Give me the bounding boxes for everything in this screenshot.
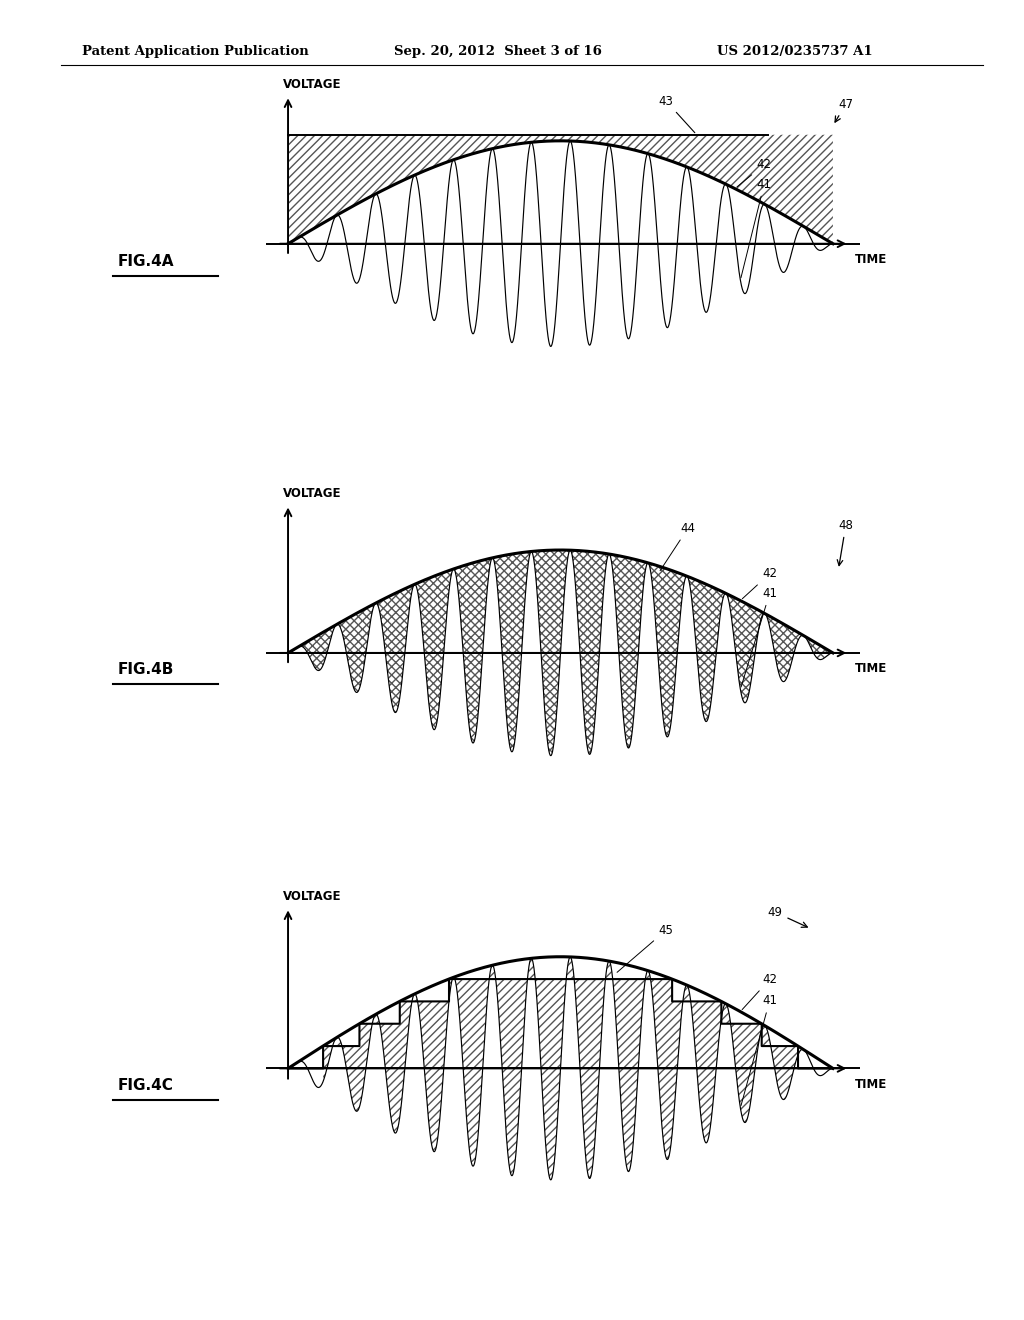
Text: 48: 48 — [838, 519, 853, 565]
Text: 47: 47 — [835, 98, 853, 123]
Text: 42: 42 — [742, 568, 777, 599]
Text: VOLTAGE: VOLTAGE — [283, 890, 341, 903]
Text: 42: 42 — [737, 158, 772, 187]
Text: VOLTAGE: VOLTAGE — [283, 487, 341, 500]
Text: US 2012/0235737 A1: US 2012/0235737 A1 — [717, 45, 872, 58]
Text: FIG.4B: FIG.4B — [118, 661, 174, 677]
Text: 49: 49 — [768, 906, 807, 927]
Text: VOLTAGE: VOLTAGE — [283, 78, 341, 91]
Text: 43: 43 — [658, 95, 695, 133]
Text: FIG.4C: FIG.4C — [118, 1077, 174, 1093]
Text: 45: 45 — [617, 924, 674, 973]
Text: TIME: TIME — [855, 1078, 887, 1092]
Text: 42: 42 — [742, 973, 777, 1010]
Text: TIME: TIME — [855, 663, 887, 675]
Text: TIME: TIME — [855, 253, 887, 265]
Text: Sep. 20, 2012  Sheet 3 of 16: Sep. 20, 2012 Sheet 3 of 16 — [394, 45, 602, 58]
Text: 41: 41 — [741, 994, 777, 1106]
Text: Patent Application Publication: Patent Application Publication — [82, 45, 308, 58]
Text: 44: 44 — [660, 521, 695, 570]
Text: 41: 41 — [741, 587, 777, 686]
Text: 41: 41 — [741, 178, 772, 277]
Text: FIG.4A: FIG.4A — [118, 253, 174, 269]
